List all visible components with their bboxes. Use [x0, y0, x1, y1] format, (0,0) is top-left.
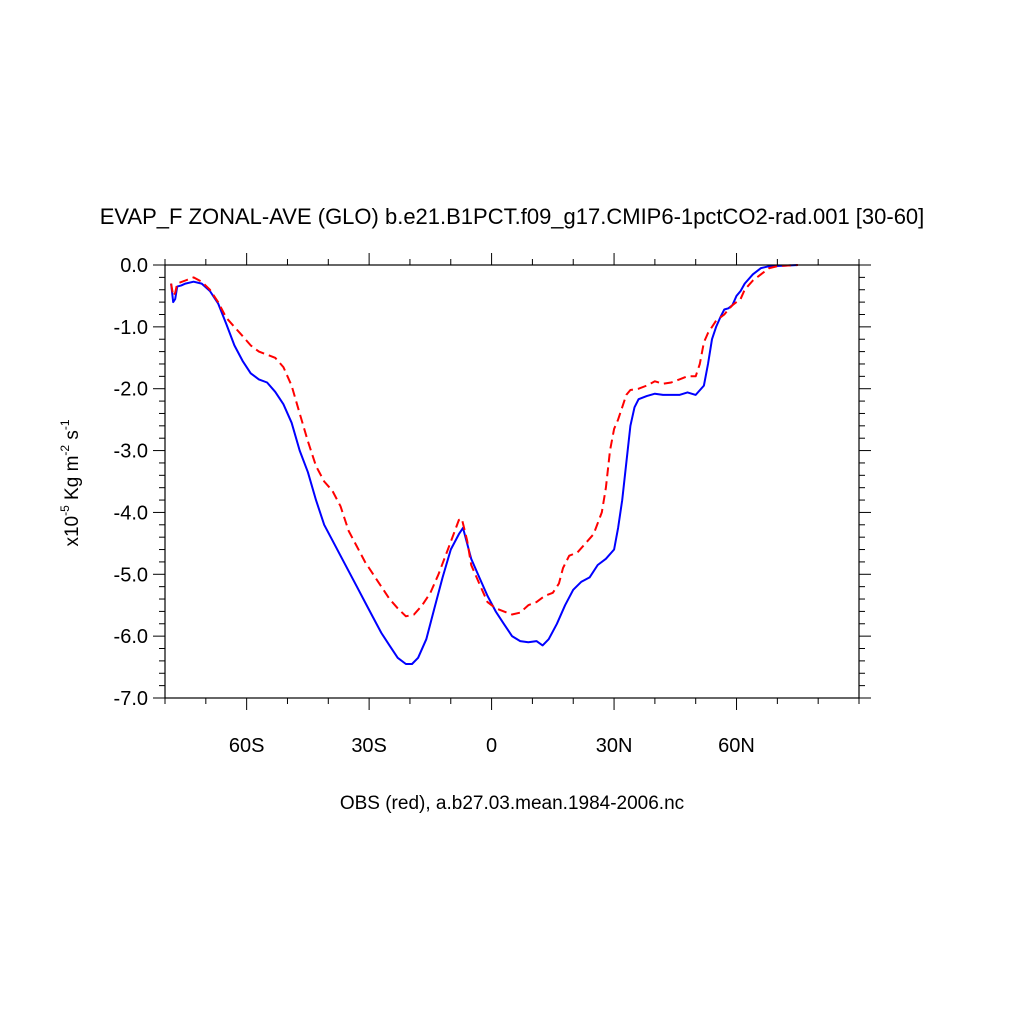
- y-tick-label: 0.0: [120, 255, 148, 277]
- model-series-line: [170, 264, 798, 665]
- y-tick-label: -3.0: [114, 441, 148, 463]
- x-axis-label: OBS (red), a.b27.03.mean.1984-2006.nc: [339, 793, 685, 814]
- x-tick-label: 60N: [718, 735, 755, 757]
- y-tick-label: -2.0: [114, 379, 148, 401]
- axis-tick-labels: 0.0 -1.0 -2.0 -3.0 -4.0 -5.0 -6.0 -7.0 60S 30S 0 30…: [114, 255, 755, 757]
- x-tick-label: 30S: [351, 735, 387, 757]
- y-tick-label: -1.0: [114, 317, 148, 339]
- y-tick-label: -5.0: [114, 564, 148, 586]
- x-tick-label: 60S: [229, 735, 265, 757]
- y-tick-label: -7.0: [114, 688, 148, 710]
- x-tick-label: 0: [486, 735, 497, 757]
- series-lines: [170, 264, 798, 665]
- x-tick-label: 30N: [596, 735, 633, 757]
- plot-frame: [164, 264, 860, 699]
- y-tick-label: -6.0: [114, 626, 148, 648]
- axis-ticks: [153, 253, 871, 710]
- chart-title: EVAP_F ZONAL-AVE (GLO) b.e21.B1PCT.f09_g…: [99, 204, 925, 229]
- y-tick-label: -4.0: [114, 502, 148, 524]
- obs-series-line: [170, 264, 798, 618]
